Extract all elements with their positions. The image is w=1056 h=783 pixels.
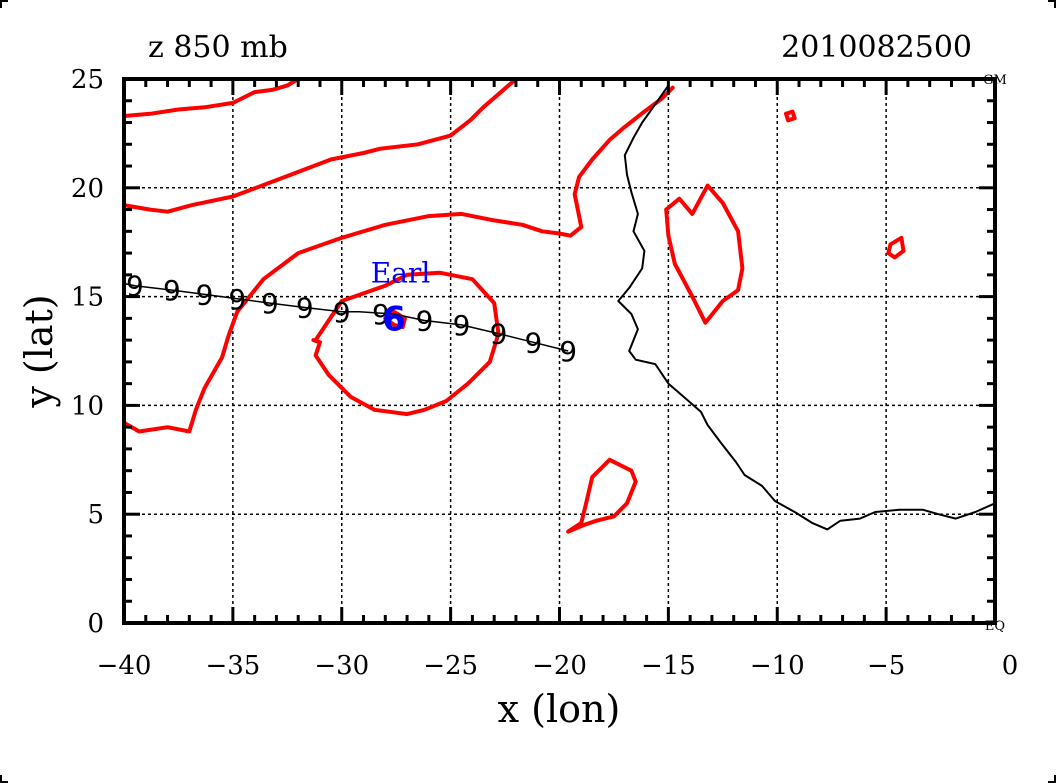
grid-lines [124,79,995,623]
y-tick-label: 5 [87,500,104,530]
storm-position-symbol: 6 [382,299,406,339]
chart-title-left: z 850 mb [148,30,288,65]
y-tick-label: 20 [71,174,104,204]
contour-central-ridge [122,77,518,214]
x-tick-label: −40 [97,651,152,681]
track-symbol: 9 [261,287,279,320]
storm-name-label: Earl [371,257,431,290]
x-tick-label: −30 [314,651,369,681]
track-symbol: 9 [416,305,434,338]
corner-mark-bottom-right [1048,775,1056,783]
contour-earl-inner [383,309,407,330]
track-symbol: 9 [524,326,542,359]
track-symbol: 9 [228,283,246,316]
track-symbol: 9 [296,291,314,324]
x-tick-label: −10 [750,651,805,681]
storm-track: 9 9 9 9 9 9 9 9 9 9 9 9 96 [123,270,577,368]
y-tick-label: 10 [71,391,104,421]
contour-south-closed [566,457,638,534]
x-tick-label: −15 [641,651,696,681]
x-tick-label: −35 [205,651,260,681]
track-symbol: 9 [126,270,144,303]
track-symbol: 9 [196,278,214,311]
coastline [617,84,996,531]
corner-mark-bottom-left [0,775,8,783]
y-tick-label: 25 [71,65,104,95]
contour-east-closed [664,183,745,325]
tick-labels: −40 −35 −30 −25 −20 −15 −10 −5 0 0 5 10 15 20 25 [71,65,1018,681]
contour-trough-west [122,85,675,434]
y-tick-label: 0 [87,609,104,639]
contour-lines [122,77,906,534]
x-axis-label: x (lon) [498,687,621,731]
track-symbol: 9 [490,318,508,351]
corner-label-eq: EQ [985,619,1005,634]
contour-small-ring-a [784,109,797,123]
contour-north-band [122,77,314,118]
track-symbol: 9 [372,298,390,331]
track-symbol: 9 [163,274,181,307]
track-line [123,282,569,352]
contour-small-ring-b [886,235,906,260]
chart-title-right: 2010082500 [781,30,972,65]
track-symbol: 9 [559,335,577,368]
x-tick-label: −5 [867,651,905,681]
track-symbol: 9 [453,309,471,342]
corner-mark-top-left [0,0,8,8]
y-tick-label: 15 [71,283,104,313]
x-tick-label: −25 [423,651,478,681]
contour-earl-low [311,270,501,417]
coastline-line [617,84,996,531]
plot-frame [122,77,997,625]
x-tick-label: −20 [532,651,587,681]
x-tick-label: 0 [1002,651,1019,681]
y-axis-label: y (lat) [17,294,61,408]
track-symbol: 9 [333,296,351,329]
corner-mark-top-right [1048,0,1056,8]
corner-label-gm: GM [983,73,1007,88]
